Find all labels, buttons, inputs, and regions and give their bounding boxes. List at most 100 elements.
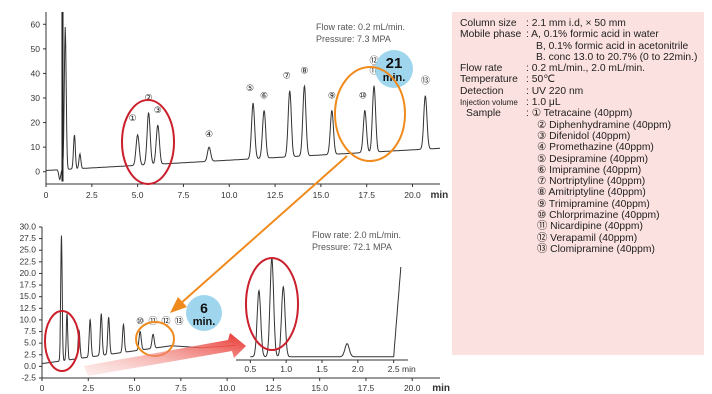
pressure-annotation: Pressure: 7.3 MPA (316, 34, 391, 44)
injection-row: Injection volume: 1.0 μL (460, 97, 561, 109)
highlight-circle-red (44, 310, 80, 372)
y-tick-label: 2.5 (24, 349, 36, 359)
sample-item: ⑫ Verapamil (40ppm) (537, 232, 638, 244)
x-tick-label: 12.5 (265, 383, 282, 393)
y-tick-label: 60 (31, 19, 41, 29)
x-tick-label: 12.5 (267, 190, 284, 200)
chromatogram-trace (41, 235, 202, 365)
y-tick-label: 17.5 (19, 280, 36, 290)
y-tick-label: 27.5 (19, 233, 36, 243)
sample-item: ⑧ Amitriptyline (40ppm) (537, 187, 646, 199)
y-tick-label: 20 (31, 118, 41, 128)
chart-inset: 0.5 1.0 1.5 2.0 2.5 min (236, 252, 416, 374)
x-tick-label: 7.5 (178, 190, 190, 200)
peak-label: ⑨ (328, 91, 336, 101)
mobile-phase-row: Mobile phase: A, 0.1% formic acid in wat… (460, 29, 659, 41)
chart-bottom: -2.50.02.55.07.510.012.515.017.520.022.5… (19, 222, 450, 394)
x-tick-label: 1.5 (316, 364, 328, 374)
mobile-phase-b: B, 0.1% formic acid in acetonitrile (536, 40, 689, 52)
time-bubble (186, 295, 222, 331)
arrow-orange-head (170, 297, 187, 313)
peak-label: ⑫ (370, 56, 379, 67)
x-axis-label: min (431, 190, 449, 201)
y-tick-label: 20.0 (19, 268, 36, 278)
sample-item: ③ Difenidol (40ppm) (537, 130, 631, 142)
y-tick-label: 7.5 (24, 326, 36, 336)
sample-item: ① Tetracaine (40ppm) (531, 108, 633, 120)
temperature-value: 50℃ (531, 74, 555, 86)
peak-label: ⑤ (246, 84, 254, 94)
x-tick-label: 2.0 (352, 364, 364, 374)
y-tick-label: 0 (35, 167, 40, 177)
peak-label: ⑥ (260, 91, 268, 101)
time-bubble (375, 50, 413, 88)
flow-rate-annotation: Flow rate: 0.2 mL/min. (316, 22, 405, 32)
chromatogram-trace (250, 257, 402, 358)
highlight-circle-red (121, 99, 175, 185)
x-tick-label: 7.5 (175, 383, 187, 393)
detection-value: UV 220 nm (531, 85, 584, 97)
x-tick-label: 0.5 (244, 364, 256, 374)
pressure-annotation: Pressure: 72.1 MPA (312, 242, 392, 252)
sample-item: ⑤ Desipramine (40ppm) (537, 153, 649, 165)
y-tick-label: 5.0 (24, 338, 36, 348)
peak-label: ② (145, 94, 153, 104)
x-tick-label: 5.0 (129, 383, 141, 393)
x-tick-label: 17.5 (358, 383, 375, 393)
sample-item: ⑩ Chlorprimazine (40ppm) (537, 210, 660, 222)
x-tick-label: 0 (44, 190, 49, 200)
peak-label: ⑩ (136, 317, 144, 327)
column-size-value: 2.1 mm i.d, × 50 mm (531, 18, 626, 29)
chart-top: 0 10 20 30 40 50 60 0 2.5 5.0 7.5 10.0 12.5 15.0 17.5 2… (31, 12, 449, 201)
y-tick-label: 12.5 (19, 303, 36, 313)
temperature-row: Temperature: 50℃ (460, 74, 555, 86)
y-tick-label: 10.0 (19, 314, 36, 324)
sample-item: ⑬ Clomipramine (40ppm) (537, 243, 655, 255)
peak-label: ④ (205, 130, 213, 140)
time-bubble-unit: min. (383, 72, 406, 84)
y-tick-label: 10 (31, 142, 41, 152)
y-tick-label: -2.5 (21, 373, 36, 383)
detection-row: Detection: UV 220 nm (460, 85, 584, 97)
annotations (84, 155, 348, 376)
sample-item: ④ Promethazine (40ppm) (537, 142, 654, 154)
flow-rate-annotation: Flow rate: 2.0 mL/min. (312, 230, 401, 240)
flow-rate-row: Flow rate: 0.2 mL/min., 2.0 mL/min. (460, 63, 646, 75)
x-tick-label: 2.5 (86, 190, 98, 200)
peak-label: ① (129, 114, 137, 124)
x-tick-label: 10.0 (221, 190, 238, 200)
conditions-panel: Column size: 2.1 mm i.d, × 50 mm Mobile … (452, 12, 704, 355)
x-tick-label: 17.5 (358, 190, 375, 200)
x-tick-label: 1.0 (280, 364, 292, 374)
x-tick-label: 20.0 (404, 190, 421, 200)
injection-value: 1.0 μL (531, 97, 561, 109)
peak-label: ⑩ (359, 91, 367, 101)
chromatogram-trace (46, 26, 440, 181)
arrow-red (84, 333, 246, 376)
time-bubble-value: 21 (386, 55, 403, 72)
peak-label: ⑬ (174, 316, 183, 327)
sample-item: ⑨ Trimipramine (40ppm) (537, 198, 650, 210)
y-tick-label: 0.0 (24, 361, 36, 371)
sample-item: ② Diphenhydramine (40ppm) (537, 119, 672, 131)
time-bubble-value: 6 (200, 300, 208, 316)
y-tick-label: 50 (31, 44, 41, 54)
x-axis-label: min (432, 383, 450, 394)
highlight-circle-red (245, 257, 299, 351)
x-tick-label: 2.5 (388, 364, 400, 374)
column-size-row: Column size: 2.1 mm i.d, × 50 mm (460, 18, 626, 29)
x-tick-label: 15.0 (311, 383, 328, 393)
peak-label: ⑫ (162, 316, 171, 327)
peak-label: ③ (154, 106, 162, 116)
arrow-orange (179, 155, 348, 305)
peak-label: ⑧ (300, 67, 308, 77)
sample-item: ⑦ Nortriptyline (40ppm) (537, 176, 646, 188)
x-tick-label: 0 (40, 383, 45, 393)
sample-item: ⑥ Imipramine (40ppm) (537, 164, 642, 176)
mobile-phase-conc: B. conc 13.0 to 20.7% (0 to 22min.) (536, 51, 698, 63)
y-tick-label: 30 (31, 93, 41, 103)
x-tick-label: 15.0 (313, 190, 330, 200)
mobile-phase-a: A, 0.1% formic acid in water (531, 29, 659, 41)
y-tick-label: 25.0 (19, 245, 36, 255)
